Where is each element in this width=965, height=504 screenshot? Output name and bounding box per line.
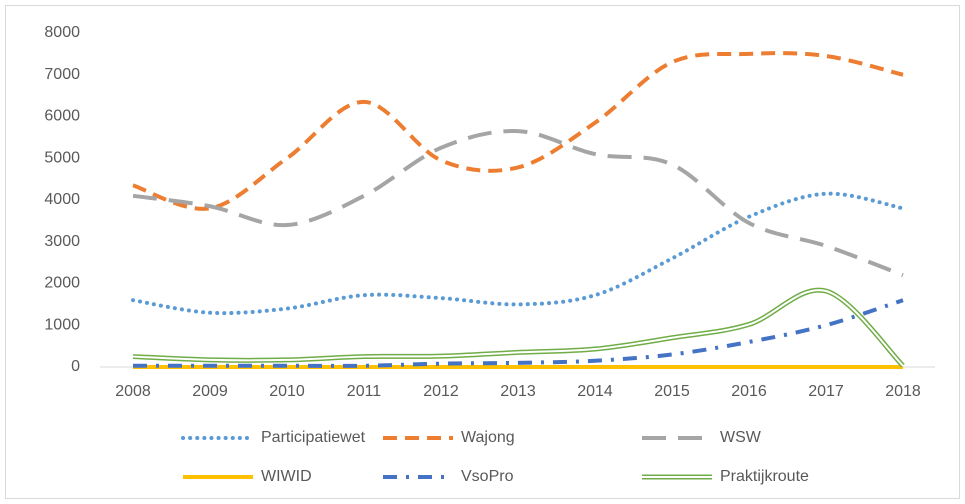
chart-border [5,5,960,499]
series-line-inner [132,289,904,367]
legend-label: Praktijkroute [720,468,809,485]
x-tick-label: 2018 [885,383,921,400]
x-tick-label: 2017 [808,383,844,400]
series-line [132,129,904,278]
x-tick-label: 2013 [500,383,536,400]
x-tick-label: 2011 [347,383,382,400]
x-tick-label: 2009 [192,383,228,400]
legend-label: Participatiewet [261,429,366,446]
y-tick-label: 2000 [44,275,80,292]
y-tick-label: 1000 [44,316,80,333]
x-tick-label: 2008 [115,383,151,400]
y-tick-label: 3000 [44,233,80,250]
legend-label: WIWID [261,468,312,485]
y-tick-label: 6000 [44,108,80,125]
y-tick-label: 5000 [44,149,80,166]
legend-label: WSW [720,429,762,446]
x-tick-label: 2016 [731,383,767,400]
y-tick-label: 8000 [44,24,80,41]
x-tick-label: 2015 [654,383,690,400]
series-line [133,298,904,368]
series-line [132,51,904,211]
y-tick-label: 0 [71,358,80,375]
y-tick-label: 4000 [44,191,80,208]
x-tick-label: 2014 [577,383,613,400]
y-tick-label: 7000 [44,66,80,83]
series-line [131,191,905,316]
x-tick-label: 2012 [423,383,459,400]
legend-label: VsoPro [461,468,514,485]
legend-label: Wajong [461,429,515,446]
x-tick-label: 2010 [269,383,305,400]
